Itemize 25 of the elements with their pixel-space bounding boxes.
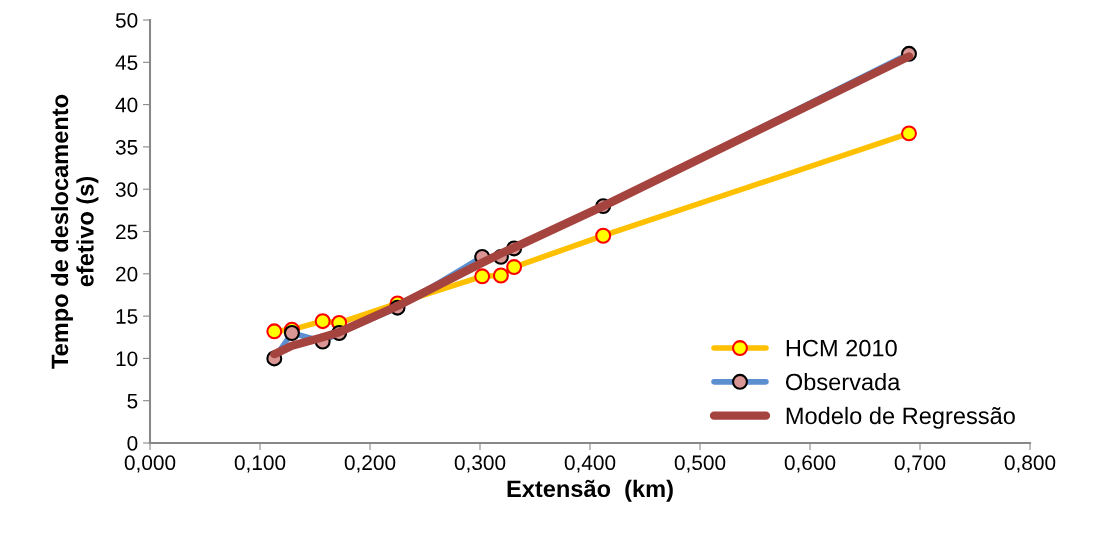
- y-axis-title: Tempo de deslocamento efetivo (s): [50, 94, 99, 369]
- legend-label: Observada: [785, 373, 901, 391]
- legend-label: HCM 2010: [786, 339, 897, 357]
- y-tick-label: 50: [115, 13, 138, 28]
- x-tick-label: 0,100: [234, 455, 286, 473]
- y-tick-label: 15: [116, 309, 138, 324]
- x-tick-label: 0,800: [1004, 455, 1056, 473]
- y-tick-label: 10: [116, 351, 138, 367]
- x-tick-label: 0,500: [674, 455, 726, 473]
- x-tick-label: 0,400: [564, 455, 616, 473]
- x-tick-label: 0,300: [454, 455, 506, 473]
- y-tick-label: 45: [115, 55, 138, 71]
- y-tick-label: 0: [127, 436, 138, 451]
- y-tick-label: 25: [116, 224, 138, 240]
- x-tick-label: 0,600: [784, 455, 836, 473]
- y-tick-label: 40: [115, 97, 138, 113]
- x-tick-label: 0,700: [894, 455, 946, 473]
- y-tick-label: 35: [115, 139, 138, 155]
- y-tick-label: 20: [116, 266, 138, 282]
- y-tick-label: 5: [127, 393, 138, 409]
- y-tick-label: 30: [115, 182, 138, 197]
- x-tick-label: 0,000: [124, 455, 176, 473]
- legend-label: Modelo de Regressão: [786, 406, 1015, 429]
- x-tick-label: 0,200: [344, 455, 396, 473]
- x-axis-title: Extensão (km): [507, 479, 673, 502]
